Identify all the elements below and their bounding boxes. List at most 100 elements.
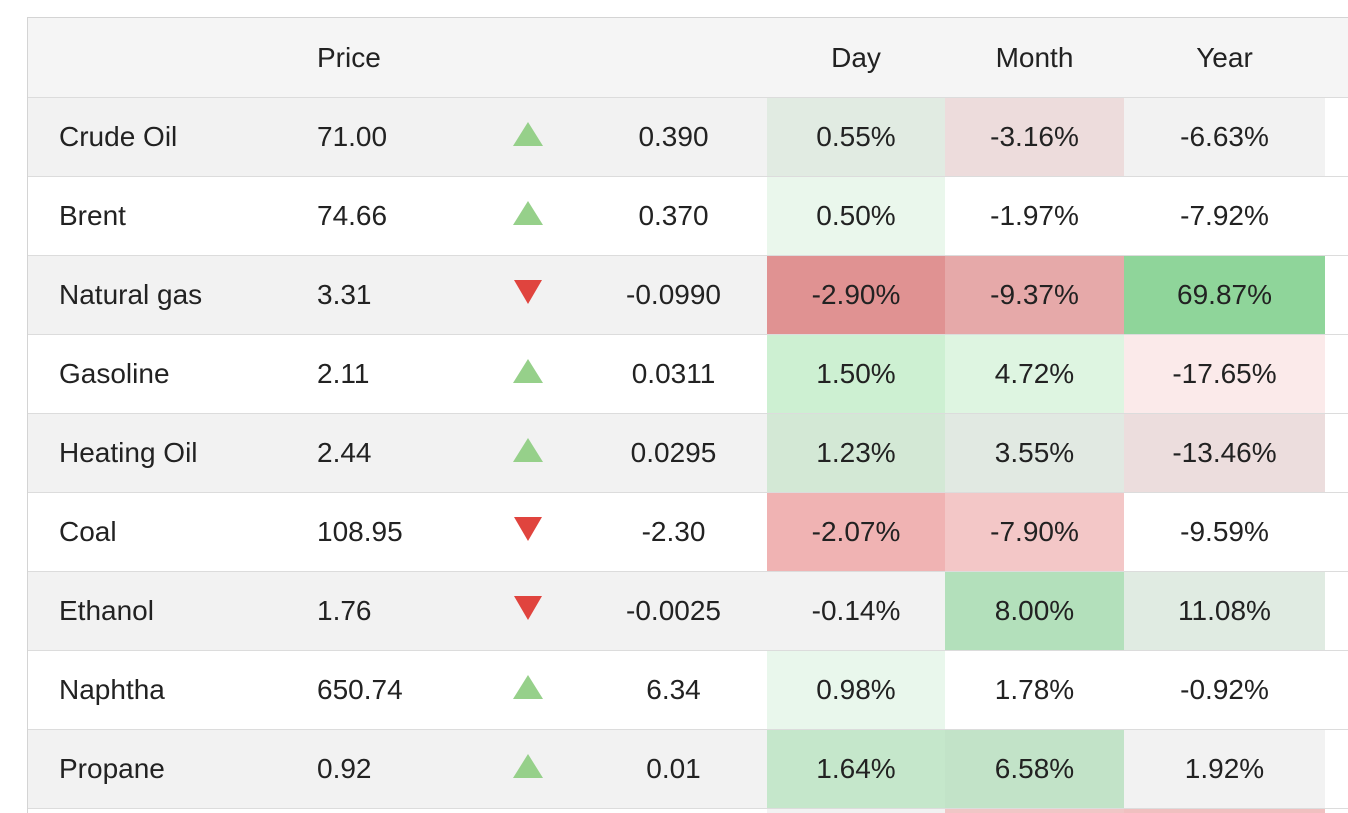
- arrow-down-icon: [514, 596, 542, 620]
- price-cell: 650.74: [287, 651, 476, 730]
- partial-cell: [767, 809, 945, 813]
- month-change-cell: -7.90%: [945, 493, 1124, 572]
- header-year[interactable]: Year: [1124, 18, 1325, 98]
- row-pad: [1325, 572, 1348, 651]
- price-cell: 3.31: [287, 256, 476, 335]
- commodity-name: Ethanol: [28, 572, 287, 651]
- arrow-down-icon: [514, 517, 542, 541]
- year-change-cell: -6.63%: [1124, 98, 1325, 177]
- month-change-cell: 8.00%: [945, 572, 1124, 651]
- direction-cell: [476, 651, 580, 730]
- header-month[interactable]: Month: [945, 18, 1124, 98]
- arrow-up-icon: [513, 201, 543, 225]
- price-cell: 0.92: [287, 730, 476, 809]
- change-cell: 0.370: [580, 177, 767, 256]
- day-change-cell: -0.14%: [767, 572, 945, 651]
- price-cell: 2.11: [287, 335, 476, 414]
- header-arrow: [476, 18, 580, 98]
- direction-cell: [476, 730, 580, 809]
- price-cell: 108.95: [287, 493, 476, 572]
- year-change-cell: -9.59%: [1124, 493, 1325, 572]
- arrow-up-icon: [513, 122, 543, 146]
- month-change-cell: 4.72%: [945, 335, 1124, 414]
- month-change-cell: 6.58%: [945, 730, 1124, 809]
- commodity-name: Brent: [28, 177, 287, 256]
- price-cell: 1.76: [287, 572, 476, 651]
- partial-cell: [287, 809, 476, 813]
- day-change-cell: 1.23%: [767, 414, 945, 493]
- partial-cell: [476, 809, 580, 813]
- table-header-row: Price Day Month Year: [28, 18, 1348, 98]
- commodity-name: Coal: [28, 493, 287, 572]
- change-cell: -2.30: [580, 493, 767, 572]
- row-pad: [1325, 651, 1348, 730]
- header-price[interactable]: Price: [287, 18, 476, 98]
- row-pad: [1325, 256, 1348, 335]
- direction-cell: [476, 98, 580, 177]
- day-change-cell: 0.55%: [767, 98, 945, 177]
- header-day[interactable]: Day: [767, 18, 945, 98]
- day-change-cell: 0.98%: [767, 651, 945, 730]
- change-cell: -0.0025: [580, 572, 767, 651]
- day-change-cell: -2.90%: [767, 256, 945, 335]
- year-change-cell: -7.92%: [1124, 177, 1325, 256]
- change-cell: 0.01: [580, 730, 767, 809]
- row-pad: [1325, 177, 1348, 256]
- row-pad: [1325, 414, 1348, 493]
- direction-cell: [476, 572, 580, 651]
- partial-cell: [580, 809, 767, 813]
- partial-cell: [1124, 809, 1325, 813]
- direction-cell: [476, 177, 580, 256]
- commodity-name: Gasoline: [28, 335, 287, 414]
- arrow-up-icon: [513, 675, 543, 699]
- commodity-name: Naphtha: [28, 651, 287, 730]
- commodity-name: Crude Oil: [28, 98, 287, 177]
- partial-cell: [1325, 809, 1348, 813]
- month-change-cell: 3.55%: [945, 414, 1124, 493]
- day-change-cell: 0.50%: [767, 177, 945, 256]
- price-cell: 71.00: [287, 98, 476, 177]
- partial-cell: [28, 809, 287, 813]
- year-change-cell: -17.65%: [1124, 335, 1325, 414]
- direction-cell: [476, 335, 580, 414]
- header-name[interactable]: [28, 18, 287, 98]
- month-change-cell: 1.78%: [945, 651, 1124, 730]
- year-change-cell: -0.92%: [1124, 651, 1325, 730]
- price-cell: 74.66: [287, 177, 476, 256]
- year-change-cell: 11.08%: [1124, 572, 1325, 651]
- month-change-cell: -1.97%: [945, 177, 1124, 256]
- year-change-cell: 69.87%: [1124, 256, 1325, 335]
- arrow-up-icon: [513, 754, 543, 778]
- commodity-name: Heating Oil: [28, 414, 287, 493]
- change-cell: 0.0311: [580, 335, 767, 414]
- year-change-cell: -13.46%: [1124, 414, 1325, 493]
- arrow-up-icon: [513, 438, 543, 462]
- direction-cell: [476, 256, 580, 335]
- price-cell: 2.44: [287, 414, 476, 493]
- day-change-cell: -2.07%: [767, 493, 945, 572]
- change-cell: -0.0990: [580, 256, 767, 335]
- header-change[interactable]: [580, 18, 767, 98]
- change-cell: 0.390: [580, 98, 767, 177]
- month-change-cell: -9.37%: [945, 256, 1124, 335]
- month-change-cell: -3.16%: [945, 98, 1124, 177]
- row-pad: [1325, 493, 1348, 572]
- day-change-cell: 1.50%: [767, 335, 945, 414]
- arrow-up-icon: [513, 359, 543, 383]
- table-row-partial[interactable]: [28, 809, 1348, 813]
- commodity-name: Natural gas: [28, 256, 287, 335]
- direction-cell: [476, 414, 580, 493]
- day-change-cell: 1.64%: [767, 730, 945, 809]
- row-pad: [1325, 98, 1348, 177]
